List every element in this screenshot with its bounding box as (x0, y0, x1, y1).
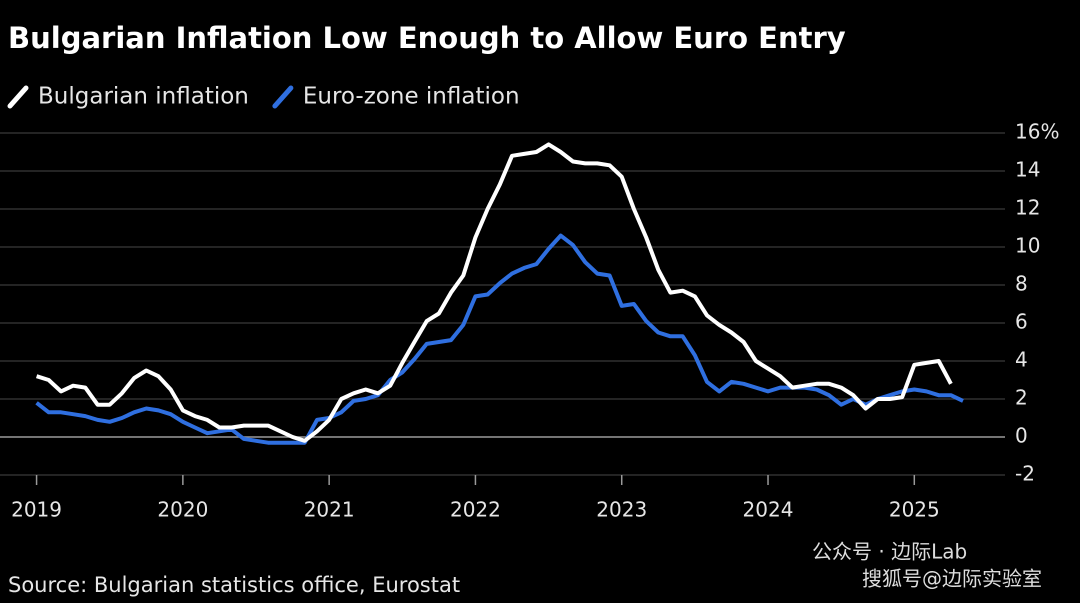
series-line (36, 142, 953, 443)
chart-title: Bulgarian Inflation Low Enough to Allow … (8, 21, 846, 55)
legend-swatch (272, 85, 294, 109)
legend-swatch (7, 85, 29, 109)
series-line (35, 233, 964, 445)
source-note: Source: Bulgarian statistics office, Eur… (8, 573, 460, 597)
x-tick-label: 2022 (450, 498, 501, 522)
x-tick-label: 2023 (596, 498, 647, 522)
x-tick-label: 2025 (889, 498, 940, 522)
y-tick-label: 12 (1015, 196, 1040, 220)
x-tick-label: 2024 (743, 498, 794, 522)
x-tick-label: 2021 (304, 498, 355, 522)
x-tick-label: 2020 (157, 498, 208, 522)
y-tick-label: 14 (1015, 158, 1040, 182)
y-tick-label: 2 (1015, 386, 1028, 410)
y-tick-label: 0 (1015, 424, 1028, 448)
y-tick-label: -2 (1015, 462, 1035, 486)
watermark: 搜狐号@边际实验室 (862, 567, 1042, 591)
y-tick-label: 10 (1015, 234, 1040, 258)
y-tick-label: 16% (1015, 120, 1059, 144)
y-tick-label: 4 (1015, 348, 1028, 372)
legend-label: Euro-zone inflation (303, 84, 520, 110)
legend-label: Bulgarian inflation (38, 84, 249, 110)
watermark: 公众号 · 边际Lab (812, 540, 967, 564)
y-tick-label: 8 (1015, 272, 1028, 296)
y-tick-label: 6 (1015, 310, 1028, 334)
x-tick-label: 2019 (11, 498, 62, 522)
